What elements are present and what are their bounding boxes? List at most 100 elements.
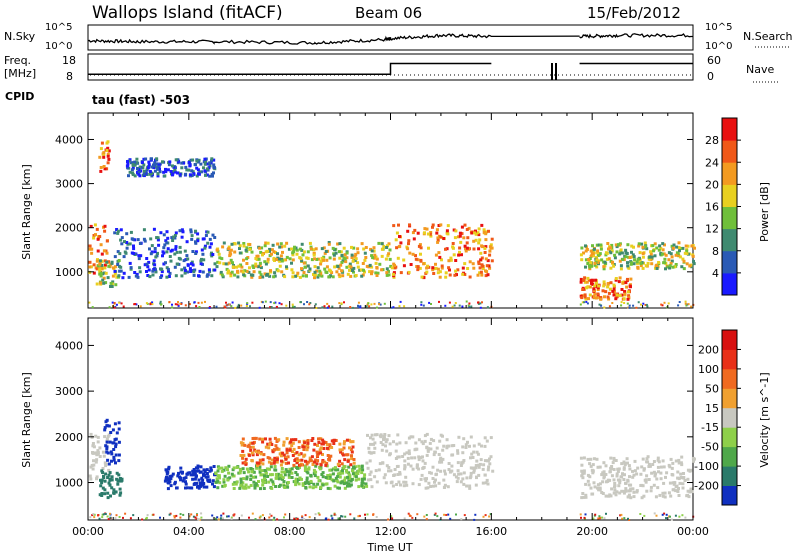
echo-cell-4 (288, 467, 292, 471)
echo-cell-7 (604, 494, 608, 498)
echo-cell-4 (157, 243, 161, 247)
echo-cell-3 (198, 170, 202, 174)
echo-cell-4 (241, 467, 245, 471)
echo-cell-7 (626, 243, 630, 247)
echo-cell-1 (114, 437, 118, 441)
ground-scatter-cell (586, 302, 589, 305)
echo-cell-5 (321, 453, 324, 456)
echo-cell-7 (683, 479, 687, 482)
ground-scatter-cell (195, 305, 198, 308)
echo-cell-7 (618, 259, 622, 263)
echo-cell-4 (198, 269, 202, 273)
ground-scatter-cell (227, 515, 230, 518)
echo-cell-4 (274, 476, 278, 480)
echo-cell-5 (285, 265, 288, 269)
echo-cell-6 (377, 468, 381, 472)
echo-cell-7 (677, 458, 681, 462)
echo-cell-5 (344, 453, 348, 457)
echo-cell-6 (477, 233, 481, 237)
echo-cell-5 (305, 256, 309, 260)
echo-cell-7 (686, 468, 690, 472)
echo-cell-5 (243, 269, 247, 273)
echo-cell-6 (485, 264, 489, 268)
echo-cell-6 (481, 467, 485, 471)
echo-cell-6 (469, 466, 473, 470)
echo-cell-6 (485, 270, 489, 274)
echo-cell-5 (324, 463, 328, 467)
echo-cell-8 (602, 280, 606, 284)
echo-cell-1 (106, 276, 110, 280)
echo-cell-5 (227, 261, 231, 265)
echo-cell-4 (166, 247, 170, 251)
echo-cell-6 (450, 464, 454, 468)
echo-cell-7 (639, 262, 643, 265)
ground-scatter-cell (423, 515, 426, 518)
echo-cell-5 (264, 262, 268, 266)
echo-cell-5 (228, 254, 232, 258)
echo-cell-6 (436, 271, 440, 275)
echo-cell-5 (245, 257, 249, 261)
echo-cell-4 (282, 480, 286, 483)
echo-cell-0 (92, 445, 96, 449)
echo-cell-3 (203, 470, 207, 474)
freq-gap-marker-1 (551, 63, 553, 80)
echo-cell-0 (94, 434, 98, 438)
ground-scatter-cell (195, 517, 198, 520)
echo-cell-5 (306, 441, 310, 445)
echo-cell-3 (212, 465, 216, 468)
echo-cell-7 (660, 252, 664, 256)
echo-cell-6 (483, 459, 487, 463)
echo-cell-7 (596, 249, 600, 253)
echo-cell-5 (294, 438, 298, 442)
echo-cell-5 (275, 458, 279, 462)
echo-cell-6 (381, 461, 385, 465)
echo-cell-5 (316, 275, 320, 279)
echo-cell-6 (461, 272, 465, 276)
echo-cell-7 (591, 463, 595, 467)
echo-cell-6 (383, 433, 387, 436)
echo-cell-1 (112, 441, 116, 445)
echo-cell-4 (171, 239, 175, 242)
echo-cell-7 (592, 254, 595, 258)
echo-cell-5 (230, 242, 234, 246)
echo-cell-7 (622, 491, 626, 495)
echo-cell-7 (671, 488, 675, 492)
echo-cell-7 (620, 489, 624, 493)
echo-cell-6 (462, 482, 466, 486)
echo-cell-6 (425, 270, 429, 274)
echo-cell-4 (156, 236, 160, 240)
echo-cell-5 (259, 250, 263, 254)
echo-cell-2 (107, 481, 111, 485)
echo-cell-6 (425, 477, 428, 481)
echo-cell-4 (321, 483, 325, 487)
echo-cell-7 (641, 252, 645, 256)
echo-cell-6 (459, 480, 463, 484)
echo-cell-6 (407, 436, 411, 440)
ground-scatter-cell (454, 302, 457, 304)
echo-cell-4 (274, 473, 278, 477)
echo-cell-6 (484, 481, 488, 485)
echo-cell-8 (592, 287, 596, 291)
echo-cell-7 (667, 251, 671, 255)
ground-scatter-cell (425, 518, 428, 521)
echo-cell-3 (171, 472, 175, 476)
echo-cell-5 (319, 262, 323, 266)
echo-cell-4 (130, 237, 134, 241)
echo-cell-7 (584, 493, 588, 497)
ground-scatter-cell (293, 517, 296, 520)
echo-cell-3 (156, 167, 160, 171)
echo-cell-6 (423, 434, 427, 438)
echo-cell-7 (614, 493, 618, 497)
echo-cell-6 (454, 475, 458, 479)
echo-cell-4 (331, 472, 335, 476)
echo-cell-7 (688, 264, 692, 268)
echo-cell-5 (238, 251, 242, 255)
echo-cell-6 (424, 486, 428, 490)
echo-cell-5 (361, 273, 365, 277)
echo-cell-6 (382, 437, 386, 441)
echo-cell-7 (582, 471, 586, 475)
echo-cell-7 (589, 486, 593, 490)
echo-cell-6 (452, 253, 456, 257)
echo-cell-4 (250, 470, 254, 474)
echo-cell-3 (196, 168, 200, 172)
